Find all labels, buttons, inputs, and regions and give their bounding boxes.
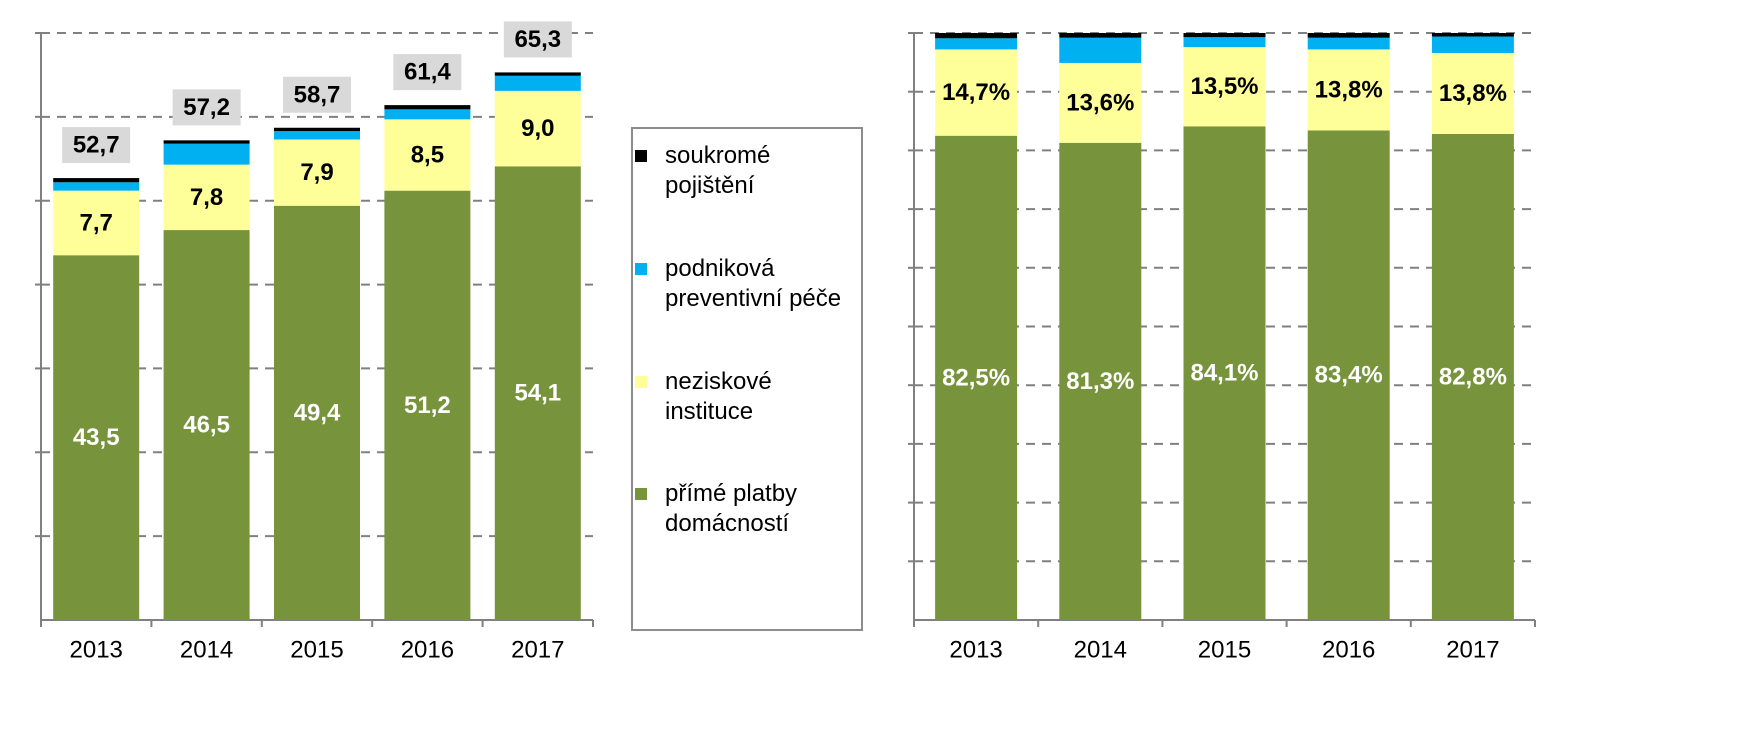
data-label: 8,5 — [411, 142, 444, 169]
bar-segment — [53, 190, 140, 256]
bar-segment — [53, 178, 140, 183]
total-label: 61,4 — [404, 59, 451, 86]
bar-segment — [384, 119, 471, 191]
bar-segment — [274, 205, 360, 620]
total-label-box — [503, 21, 572, 58]
bar-segment — [274, 139, 360, 206]
x-tick-label: 2015 — [290, 637, 343, 664]
bar-segment — [935, 49, 1018, 136]
total-label-box — [172, 89, 241, 126]
x-tick-label: 2013 — [949, 637, 1002, 664]
x-tick-label: 2017 — [511, 637, 564, 664]
bar-segment — [1059, 62, 1142, 143]
bar-segment — [1307, 33, 1390, 38]
x-tick-label: 2016 — [1322, 637, 1375, 664]
bar-segment — [1431, 133, 1514, 621]
bar-segment — [384, 190, 471, 620]
bar-segment — [935, 135, 1018, 620]
total-label-box — [393, 54, 462, 91]
x-tick-label: 2017 — [1446, 637, 1499, 664]
legend-label: soukromé pojištění — [665, 142, 771, 199]
legend-item-soukrome-pojisteni: soukromé pojištění — [635, 141, 855, 201]
data-label: 13,5% — [1190, 73, 1258, 100]
data-label: 81,3% — [1066, 368, 1134, 395]
bar-segment — [163, 143, 250, 165]
bar-segment — [494, 90, 581, 167]
x-tick-label: 2014 — [1074, 637, 1127, 664]
data-label: 54,1 — [514, 380, 561, 407]
data-label: 82,8% — [1439, 363, 1507, 390]
bar-segment — [274, 131, 360, 140]
bar-segment — [1059, 37, 1142, 63]
legend-swatch — [635, 150, 647, 162]
bar-segment — [1183, 47, 1266, 127]
data-label: 43,5 — [73, 424, 120, 451]
bar-segment — [935, 38, 1018, 50]
legend-label: přímé platby domácností — [665, 480, 798, 537]
legend: soukromé pojištění podniková preventivní… — [631, 127, 863, 631]
data-label: 7,7 — [80, 209, 113, 236]
bar-segment — [1307, 130, 1390, 620]
bar-segment — [384, 109, 471, 120]
bar-segment — [494, 75, 581, 91]
data-label: 9,0 — [521, 115, 554, 142]
data-label: 14,7% — [942, 79, 1010, 106]
bar-segment — [163, 140, 250, 144]
total-label-box — [283, 76, 351, 113]
data-label: 46,5 — [183, 412, 230, 439]
legend-label: neziskové instituce — [665, 368, 772, 425]
bar-segment — [1307, 49, 1390, 131]
legend-swatch — [635, 488, 647, 500]
x-tick-label: 2014 — [180, 637, 233, 664]
legend-item-podnikova-pece: podniková preventivní péče — [635, 254, 855, 314]
data-label: 13,8% — [1315, 76, 1383, 103]
total-label: 65,3 — [514, 26, 561, 53]
data-label: 83,4% — [1315, 362, 1383, 389]
bar-segment — [1431, 52, 1514, 134]
bar-segment — [163, 230, 250, 621]
bar-segment — [1183, 126, 1266, 620]
legend-item-neziskove-instituce: neziskové instituce — [635, 367, 855, 427]
bar-segment — [1183, 33, 1266, 38]
bar-segment — [1431, 36, 1514, 53]
bar-segment — [53, 182, 140, 191]
bar-segment — [1307, 37, 1390, 50]
data-label: 49,4 — [294, 399, 341, 426]
data-label: 13,8% — [1439, 80, 1507, 107]
total-label: 57,2 — [183, 94, 230, 121]
data-label: 7,8 — [190, 184, 223, 211]
legend-item-prime-platby: přímé platby domácností — [635, 479, 855, 539]
data-label: 13,6% — [1066, 89, 1134, 116]
x-tick-label: 2016 — [401, 637, 454, 664]
data-label: 7,9 — [300, 159, 333, 186]
bar-segment — [1183, 37, 1266, 48]
bar-segment — [1059, 33, 1142, 38]
chart-2 — [908, 32, 1536, 627]
legend-swatch — [635, 263, 647, 275]
bar-segment — [1431, 33, 1514, 37]
bar-segment — [53, 255, 140, 620]
chart-1 — [35, 21, 594, 627]
bar-segment — [274, 127, 360, 132]
bar-segment — [935, 33, 1018, 39]
data-label: 82,5% — [942, 364, 1010, 391]
total-label: 52,7 — [73, 132, 120, 159]
data-label: 84,1% — [1190, 360, 1258, 387]
x-tick-label: 2013 — [70, 637, 123, 664]
total-label-box — [62, 127, 131, 164]
bar-segment — [384, 105, 471, 110]
bar-segment — [494, 72, 581, 76]
data-label: 51,2 — [404, 392, 451, 419]
bar-segment — [1059, 142, 1142, 621]
x-tick-label: 2015 — [1198, 637, 1251, 664]
legend-swatch — [635, 376, 647, 388]
legend-label: podniková preventivní péče — [665, 255, 842, 312]
total-label: 58,7 — [294, 81, 341, 108]
bar-segment — [494, 166, 581, 620]
bar-segment — [163, 164, 250, 231]
